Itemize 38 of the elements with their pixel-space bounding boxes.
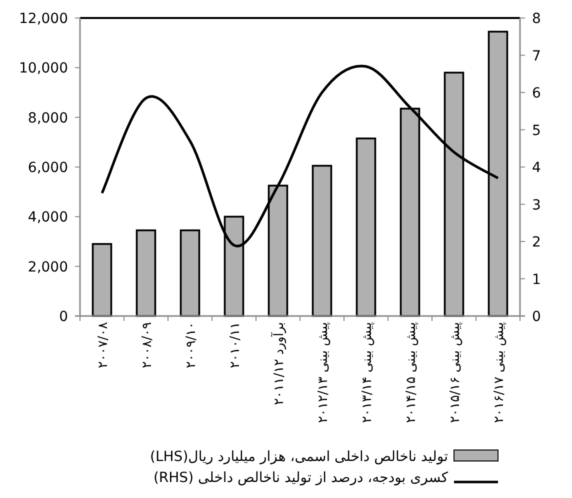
legend-item: تولید ناخالص داخلی اسمی، هزار میلیارد ریال(LHS) xyxy=(150,449,498,465)
x-tick-label: پیش بینی ۲۰۱۳/۱۴ xyxy=(360,322,375,423)
bar xyxy=(180,229,200,317)
bar xyxy=(356,138,376,317)
x-tick-label: ۲۰۰۷/۰۸ xyxy=(96,322,111,368)
legend-item: کسری بودجه، درصد از تولید ناخالص داخلی (RHS) xyxy=(153,470,498,486)
y2-tick-label: 2 xyxy=(532,234,541,250)
x-tick-label: ۲۰۰۹/۱۰ xyxy=(184,322,199,368)
bar xyxy=(136,229,156,317)
x-tick-label: ۲۰۱۰/۱۱ xyxy=(228,322,243,368)
bar xyxy=(312,164,332,317)
bar xyxy=(488,30,508,317)
y2-tick-label: 6 xyxy=(532,86,541,102)
y2-tick-label: 8 xyxy=(532,11,541,27)
x-tick-label: پیش بینی ۲۰۱۴/۱۵ xyxy=(404,322,419,423)
x-tick-label: برآورد ۲۰۱۱/۱۲ xyxy=(270,322,287,406)
y-tick-label: 0 xyxy=(59,309,68,325)
y2-tick-label: 0 xyxy=(532,309,541,325)
y2-tick-label: 1 xyxy=(532,272,541,288)
y-tick-label: 4,000 xyxy=(28,210,68,226)
y2-tick-label: 7 xyxy=(532,48,541,64)
x-tick-label: پیش بینی ۲۰۱۵/۱۶ xyxy=(448,322,463,423)
y-tick-label: 10,000 xyxy=(19,60,68,77)
bar xyxy=(92,243,112,317)
y-tick-label: 2,000 xyxy=(28,259,68,276)
y-tick-label: 12,000 xyxy=(19,11,68,27)
x-tick-label: پیش بینی ۲۰۱۶/۱۷ xyxy=(492,322,507,423)
y-tick-label: 6,000 xyxy=(28,160,68,176)
bar xyxy=(268,184,288,317)
bar xyxy=(444,72,464,317)
bar xyxy=(400,108,420,317)
y2-tick-label: 3 xyxy=(532,197,541,214)
bar xyxy=(224,216,244,317)
y2-tick-label: 5 xyxy=(532,122,541,139)
x-tick-label: پیش بینی ۲۰۱۲/۱۳ xyxy=(316,322,331,423)
y2-tick-label: 4 xyxy=(532,160,541,176)
y-tick-label: 8,000 xyxy=(28,110,68,126)
x-tick-label: ۲۰۰۸/۰۹ xyxy=(140,322,155,368)
